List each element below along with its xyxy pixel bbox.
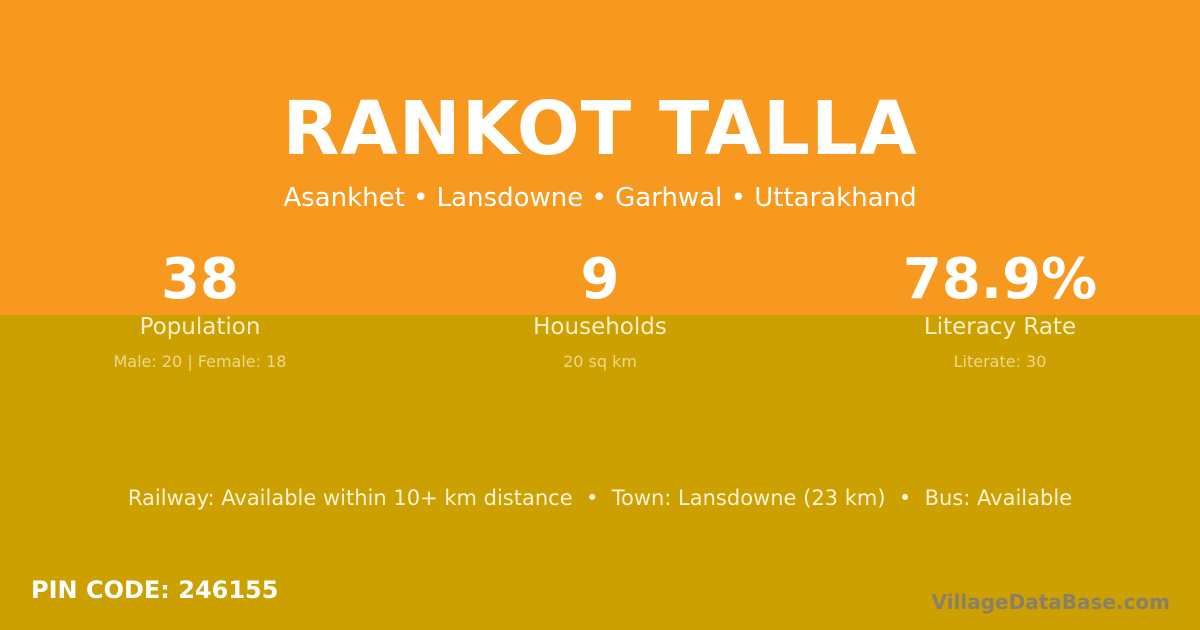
stat-label: Literacy Rate — [923, 314, 1077, 340]
stat-value: 9 — [580, 247, 620, 312]
brand-watermark: VillageDataBase.com — [931, 590, 1170, 614]
stat-detail: Male: 20 | Female: 18 — [113, 352, 287, 371]
stat-literacy: 78.9% Literacy Rate Literate: 30 — [800, 247, 1200, 372]
pin-code: PIN CODE: 246155 — [31, 576, 279, 604]
stat-households: 9 Households 20 sq km — [400, 247, 800, 372]
header-band — [0, 0, 1200, 315]
stat-detail: 20 sq km — [563, 352, 637, 371]
location-breadcrumb: Asankhet • Lansdowne • Garhwal • Uttarak… — [283, 183, 917, 213]
stat-detail: Literate: 30 — [953, 352, 1047, 371]
village-title: RANKOT TALLA — [282, 86, 918, 172]
stat-population: 38 Population Male: 20 | Female: 18 — [0, 247, 400, 372]
connectivity-info: Railway: Available within 10+ km distanc… — [127, 486, 1073, 510]
stat-value: 78.9% — [902, 247, 1098, 312]
footer-band — [0, 315, 1200, 630]
stat-value: 38 — [161, 247, 239, 312]
stat-label: Households — [533, 314, 667, 340]
stat-label: Population — [139, 314, 261, 340]
